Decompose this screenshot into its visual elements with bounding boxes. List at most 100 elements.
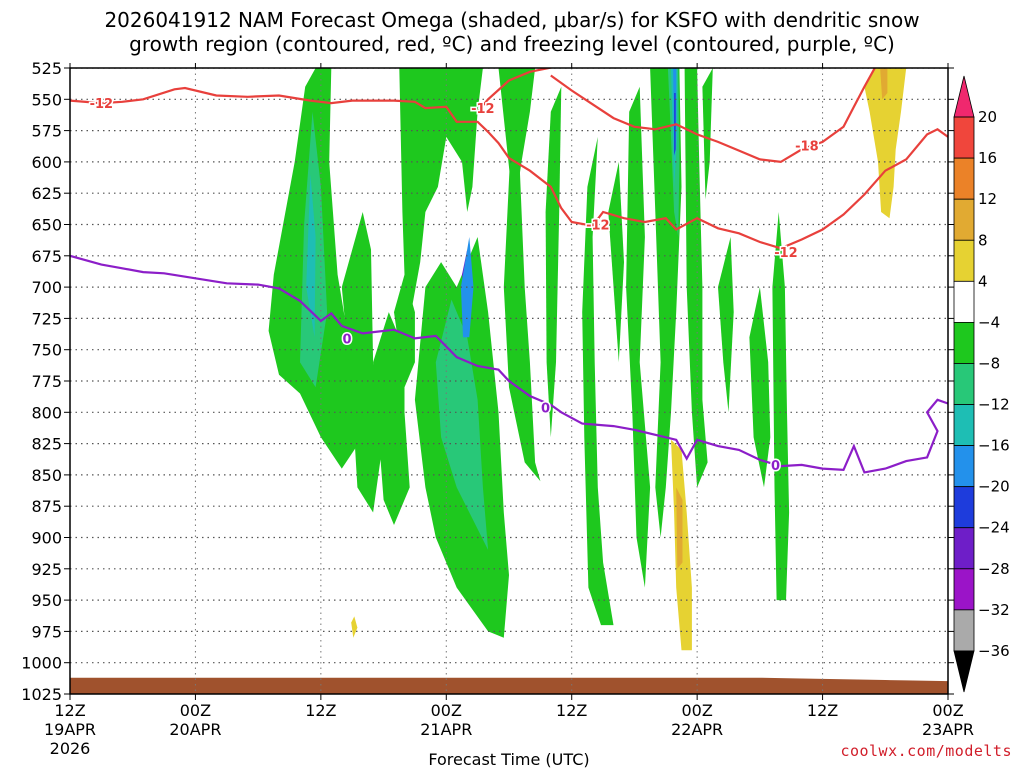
- colorbar-bottom-arrow: [953, 650, 975, 693]
- red-contour-label-3: -12: [774, 246, 798, 261]
- plot-area: -12 -12 -12 -12 -18 0 0 0: [70, 68, 948, 694]
- y-tick-label-6: 675: [31, 247, 62, 266]
- colorbar-swatch-4: [953, 239, 975, 282]
- x-tick-year-0: 2026: [50, 739, 91, 758]
- colorbar-label-4: 4: [978, 272, 988, 290]
- colorbar-label-13: −36: [978, 642, 1010, 660]
- x-tick-label-2: 12Z: [305, 701, 336, 720]
- y-tick-label-20: 1025: [21, 685, 62, 704]
- omega-region-26: [880, 68, 888, 100]
- x-tick-label-3: 00Z: [431, 701, 462, 720]
- purple-contour-0: [70, 254, 948, 474]
- y-tick-label-14: 875: [31, 497, 62, 516]
- colorbar-label-0: 20: [978, 108, 997, 126]
- chart-title: 2026041912 NAM Forecast Omega (shaded, μ…: [0, 8, 1024, 56]
- x-tick-label-1: 00Z: [180, 701, 211, 720]
- colorbar-swatch-13: [953, 609, 975, 652]
- colorbar-label-12: −32: [978, 601, 1010, 619]
- colorbar-label-10: −24: [978, 519, 1010, 537]
- colorbar-label-8: −16: [978, 437, 1010, 455]
- y-tick-label-15: 900: [31, 529, 62, 548]
- colorbar-swatch-3: [953, 198, 975, 241]
- omega-region-28: [676, 487, 683, 569]
- colorbar-swatch-6: [953, 321, 975, 364]
- y-tick-label-7: 700: [31, 278, 62, 297]
- omega-region-2: [306, 174, 316, 338]
- credit-text: coolwx.com/modelts: [840, 742, 1012, 760]
- omega-region-9: [498, 68, 536, 212]
- y-tick-label-0: 525: [31, 59, 62, 78]
- y-tick-label-9: 750: [31, 341, 62, 360]
- colorbar-swatch-11: [953, 527, 975, 570]
- y-tick-label-19: 1000: [21, 654, 62, 673]
- colorbar-top-arrow: [953, 75, 975, 118]
- x-tick-label-0: 12Z: [54, 701, 85, 720]
- colorbar-label-5: −4: [978, 313, 1000, 331]
- colorbar-label-2: 12: [978, 190, 997, 208]
- red-contour-0: [70, 86, 948, 250]
- colorbar-swatch-10: [953, 486, 975, 529]
- purple-contour-label-2: 0: [771, 459, 780, 474]
- colorbar-label-6: −8: [978, 354, 1000, 372]
- red-contour-label-0: -12: [90, 97, 114, 112]
- x-tick-date-1: 20APR: [169, 720, 221, 739]
- colorbar-swatch-5: [953, 280, 975, 323]
- y-tick-label-13: 850: [31, 466, 62, 485]
- omega-region-12: [582, 136, 614, 626]
- title-line-2: growth region (contoured, red, ºC) and f…: [129, 32, 895, 56]
- omega-region-25: [864, 68, 907, 219]
- y-tick-label-10: 775: [31, 372, 62, 391]
- omega-region-11: [545, 86, 562, 438]
- y-tick-label-16: 925: [31, 560, 62, 579]
- omega-region-23: [749, 287, 771, 488]
- colorbar-label-9: −20: [978, 478, 1010, 496]
- colorbar-label-11: −28: [978, 560, 1010, 578]
- omega-region-4: [373, 312, 410, 525]
- y-tick-label-4: 625: [31, 184, 62, 203]
- terrain-ground: [70, 677, 948, 694]
- colorbar-swatch-12: [953, 568, 975, 611]
- colorbar-swatch-1: [953, 116, 975, 159]
- y-tick-label-11: 800: [31, 403, 62, 422]
- omega-region-3: [341, 212, 384, 513]
- title-line-1: 2026041912 NAM Forecast Omega (shaded, μ…: [104, 8, 920, 32]
- y-tick-label-3: 600: [31, 153, 62, 172]
- x-tick-date-3: 21APR: [420, 720, 472, 739]
- red-contour-label-1: -12: [471, 102, 495, 117]
- y-tick-label-8: 725: [31, 309, 62, 328]
- colorbar-swatch-9: [953, 445, 975, 488]
- omega-region-24: [772, 212, 790, 601]
- omega-region-22: [718, 237, 734, 413]
- omega-region-21: [702, 68, 713, 200]
- omega-region-10: [503, 136, 541, 482]
- omega-region-13: [608, 161, 624, 363]
- y-tick-label-12: 825: [31, 435, 62, 454]
- x-tick-label-5: 00Z: [681, 701, 712, 720]
- purple-contour-label-0: 0: [342, 332, 351, 347]
- colorbar-swatch-2: [953, 157, 975, 200]
- omega-region-16: [684, 68, 708, 488]
- colorbar-label-1: 16: [978, 149, 997, 167]
- omega-region-8: [435, 299, 489, 550]
- omega-region-29: [351, 616, 358, 638]
- omega-region-6: [399, 68, 483, 338]
- x-tick-date-5: 22APR: [671, 720, 723, 739]
- x-tick-label-6: 12Z: [807, 701, 838, 720]
- colorbar-label-7: −12: [978, 396, 1010, 414]
- red-contour-2: [550, 68, 876, 164]
- purple-contour-label-1: 0: [541, 401, 550, 416]
- colorbar-label-3: 8: [978, 231, 988, 249]
- red-contour-label-2: -12: [586, 219, 610, 234]
- omega-region-14: [626, 86, 651, 588]
- x-tick-label-7: 00Z: [932, 701, 963, 720]
- x-tick-date-0: 19APR: [44, 720, 96, 739]
- y-tick-label-18: 975: [31, 622, 62, 641]
- y-tick-label-17: 950: [31, 591, 62, 610]
- y-tick-label-5: 650: [31, 216, 62, 235]
- x-tick-date-7: 23APR: [922, 720, 974, 739]
- x-axis-label: Forecast Time (UTC): [428, 750, 589, 768]
- y-tick-label-2: 575: [31, 122, 62, 141]
- colorbar-swatch-7: [953, 363, 975, 405]
- x-tick-label-4: 12Z: [556, 701, 587, 720]
